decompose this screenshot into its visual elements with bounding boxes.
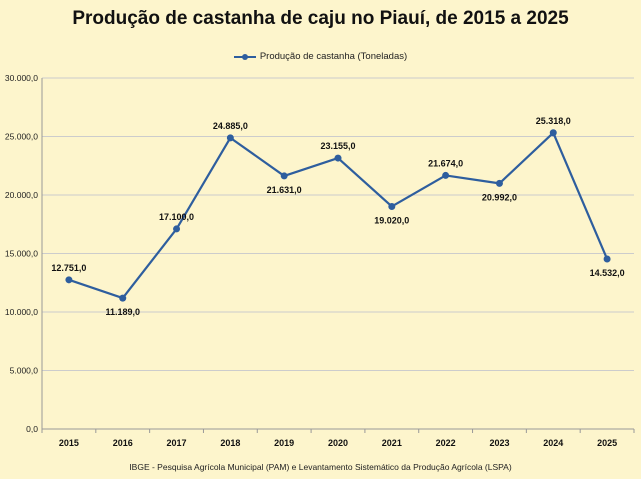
legend-line-marker-icon — [233, 53, 256, 60]
y-tick-label: 25.000,0 — [5, 132, 38, 142]
data-label: 12.751,0 — [51, 263, 86, 273]
data-point — [603, 255, 611, 263]
data-point — [226, 134, 234, 142]
data-label: 17.100,0 — [159, 212, 194, 222]
source-note: IBGE - Pesquisa Agrícola Municipal (PAM)… — [129, 462, 512, 472]
data-point — [173, 225, 181, 233]
data-point — [280, 172, 288, 180]
x-tick-label: 2018 — [220, 438, 240, 448]
x-tick-label: 2016 — [113, 438, 133, 448]
data-label: 14.532,0 — [590, 268, 625, 278]
data-point — [442, 171, 450, 179]
data-label: 21.674,0 — [428, 158, 463, 168]
data-label: 11.189,0 — [105, 307, 140, 317]
data-label: 21.631,0 — [267, 185, 302, 195]
data-label: 25.318,0 — [536, 116, 571, 126]
data-point — [119, 294, 127, 302]
y-tick-label: 10.000,0 — [5, 307, 38, 317]
data-point — [495, 179, 503, 187]
x-tick-label: 2025 — [597, 438, 617, 448]
data-point — [65, 276, 73, 284]
x-tick-label: 2017 — [167, 438, 187, 448]
y-tick-label: 0,0 — [26, 424, 38, 434]
data-point — [549, 129, 557, 137]
y-tick-label: 15.000,0 — [5, 249, 38, 259]
legend-label: Produção de castanha (Toneladas) — [259, 51, 408, 62]
x-tick-label: 2023 — [489, 438, 509, 448]
y-tick-label: 30.000,0 — [5, 73, 38, 83]
data-label: 19.020,0 — [374, 215, 409, 225]
x-tick-label: 2019 — [274, 438, 294, 448]
chart-title: Produção de castanha de caju no Piauí, d… — [72, 8, 569, 29]
data-point — [334, 154, 342, 162]
legend: Produção de castanha (Toneladas) — [0, 51, 641, 62]
data-label: 23.155,0 — [320, 141, 355, 151]
data-label: 24.885,0 — [213, 121, 248, 131]
x-tick-label: 2015 — [59, 438, 79, 448]
x-tick-label: 2020 — [328, 438, 348, 448]
x-tick-label: 2021 — [382, 438, 402, 448]
data-label: 20.992,0 — [482, 192, 517, 202]
x-tick-label: 2022 — [436, 438, 456, 448]
y-tick-label: 20.000,0 — [5, 190, 38, 200]
data-point — [388, 202, 396, 210]
y-tick-label: 5.000,0 — [10, 366, 39, 376]
x-tick-label: 2024 — [543, 438, 563, 448]
